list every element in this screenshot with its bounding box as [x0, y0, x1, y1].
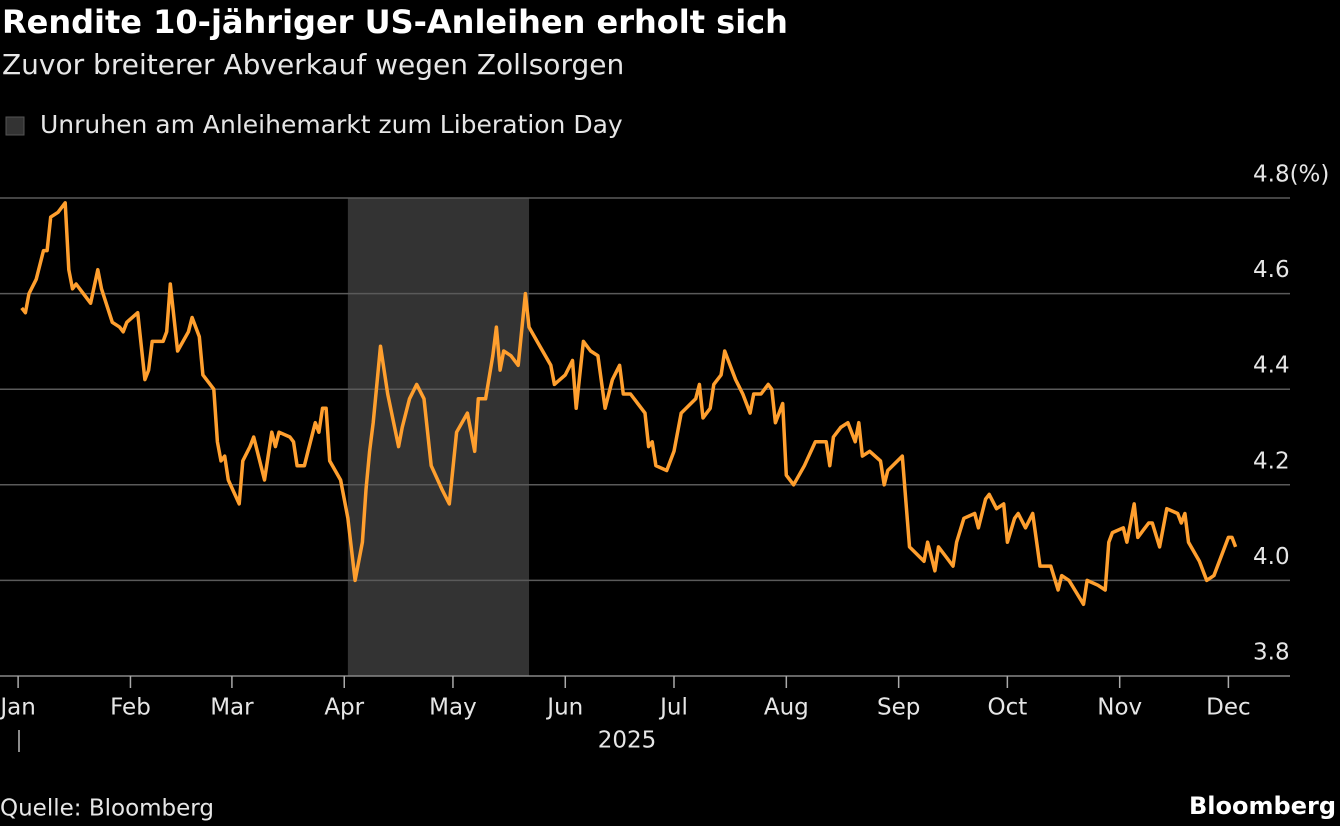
y-tick-label: 4.2 — [1253, 448, 1290, 474]
x-tick-label: Dec — [1206, 695, 1251, 721]
x-tick-label: Jul — [658, 695, 688, 721]
x-tick-label: Jan — [0, 695, 36, 721]
legend-label: Unruhen am Anleihemarkt zum Liberation D… — [40, 110, 623, 139]
chart-subtitle: Zuvor breiterer Abverkauf wegen Zollsorg… — [2, 48, 624, 81]
chart-title: Rendite 10-jähriger US-Anleihen erholt s… — [2, 3, 788, 41]
y-tick-label: 4.8(%) — [1253, 162, 1329, 188]
x-tick-label: Apr — [324, 695, 364, 721]
x-tick-label: Jun — [545, 695, 583, 721]
x-tick-label: Sep — [877, 695, 920, 721]
x-tick-label: Mar — [210, 695, 254, 721]
series-line — [20, 201, 1238, 607]
x-tick-label: May — [429, 695, 477, 721]
brand: Bloomberg — [1189, 792, 1336, 820]
y-tick-label: 4.0 — [1253, 544, 1290, 570]
x-tick-label: Oct — [987, 695, 1027, 721]
x-tick-label: Feb — [110, 695, 151, 721]
legend-swatch — [5, 116, 25, 136]
y-tick-label: 4.4 — [1253, 353, 1290, 379]
y-tick-label: 3.8 — [1253, 640, 1290, 666]
x-tick-label: Aug — [764, 695, 809, 721]
y-tick-label: 4.6 — [1253, 257, 1290, 283]
source: Quelle: Bloomberg — [0, 796, 214, 822]
shaded-region — [347, 198, 530, 676]
x-tick-label: Nov — [1097, 695, 1142, 721]
x-axis-label: 2025 — [598, 728, 657, 754]
